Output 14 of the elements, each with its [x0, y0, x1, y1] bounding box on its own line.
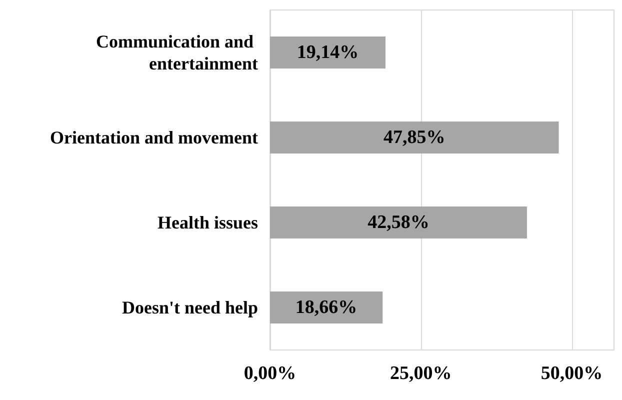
x-tick-label: 0,00%	[244, 363, 296, 384]
y-tick-label: Orientation and movement	[50, 128, 258, 148]
data-label: 19,14%	[296, 42, 359, 63]
bar	[270, 122, 559, 154]
bar	[270, 206, 527, 238]
data-label: 18,66%	[295, 297, 358, 318]
y-tick-label: Communication and entertainment	[96, 32, 258, 74]
x-tick-label: 50,00%	[540, 363, 603, 384]
y-tick-label: Health issues	[157, 212, 258, 232]
y-tick-label: Doesn't need help	[122, 298, 258, 318]
bar	[270, 36, 386, 68]
data-label: 42,58%	[368, 212, 430, 233]
data-label: 47,85%	[384, 127, 446, 148]
x-tick-label: 25,00%	[390, 363, 452, 384]
